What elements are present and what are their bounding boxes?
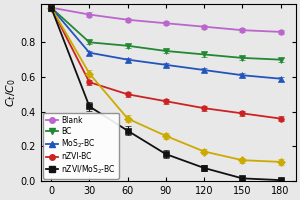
Legend: Blank, BC, MoS$_2$-BC, nZVI-BC, nZVI/MoS$_2$-BC: Blank, BC, MoS$_2$-BC, nZVI-BC, nZVI/MoS… <box>43 113 119 179</box>
Y-axis label: $C_t/C_0$: $C_t/C_0$ <box>4 78 18 107</box>
